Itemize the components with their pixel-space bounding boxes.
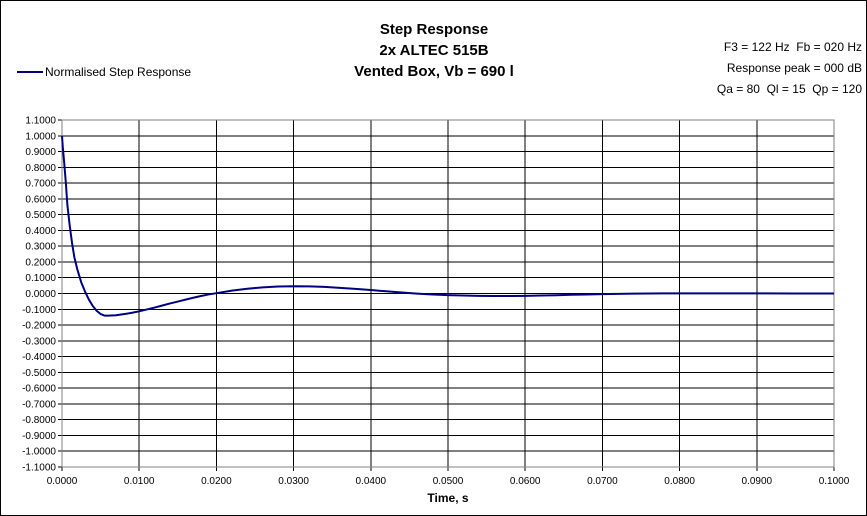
series-line-0	[61, 135, 834, 317]
y-tick-label: 1.1000	[25, 116, 56, 127]
y-tick-label: -0.2000	[22, 321, 56, 332]
y-tick-label: 0.0000	[25, 289, 56, 300]
y-tick-label: -0.7000	[22, 399, 56, 410]
x-tick-label: 0.1000	[819, 476, 850, 487]
y-tick-label: 0.3000	[25, 242, 56, 253]
y-tick-label: -0.9000	[22, 431, 56, 442]
y-tick-label: 0.5000	[25, 210, 56, 221]
x-tick-label: 0.0300	[278, 476, 309, 487]
y-tick-label: -0.5000	[22, 368, 56, 379]
x-tick-label: 0.0400	[356, 476, 387, 487]
x-tick-label: 0.0000	[47, 476, 78, 487]
y-tick-label: -1.1000	[22, 463, 56, 474]
legend-swatch	[17, 71, 43, 73]
x-tick-label: 0.0900	[742, 476, 773, 487]
y-tick-label: 0.4000	[25, 226, 56, 237]
chart-subtitle-driver: 2x ALTEC 515B	[379, 42, 489, 59]
y-tick-label: -0.4000	[22, 352, 56, 363]
y-tick-label: -0.3000	[22, 336, 56, 347]
x-tick-label: 0.0800	[664, 476, 695, 487]
x-tick-label: 0.0100	[124, 476, 155, 487]
x-tick-label: 0.0500	[433, 476, 464, 487]
y-tick-label: 1.0000	[25, 131, 56, 142]
y-tick-label: -0.6000	[22, 384, 56, 395]
info-frequency-line: F3 = 122 Hz Fb = 020 Hz	[723, 40, 862, 54]
y-tick-label: -0.8000	[22, 415, 56, 426]
chart-title: Step Response	[379, 21, 489, 38]
chart-subtitle-box: Vented Box, Vb = 690 l	[354, 63, 514, 80]
x-tick-label: 0.0600	[510, 476, 541, 487]
y-tick-label: 0.6000	[25, 194, 56, 205]
y-tick-label: 0.1000	[25, 273, 56, 284]
x-axis-label: Time, s	[427, 491, 468, 505]
y-tick-label: 0.9000	[25, 147, 56, 158]
y-tick-label: 0.8000	[25, 163, 56, 174]
legend-entry-label: Normalised Step Response	[45, 65, 192, 79]
y-tick-label: -1.0000	[22, 447, 56, 458]
y-tick-label: -0.1000	[22, 305, 56, 316]
y-tick-label: 0.2000	[25, 257, 56, 268]
x-tick-label: 0.0200	[201, 476, 232, 487]
x-tick-label: 0.0700	[587, 476, 618, 487]
info-q-line: Qa = 80 Ql = 15 Qp = 120	[716, 82, 862, 96]
y-tick-label: 0.7000	[25, 179, 56, 190]
info-peak-line: Response peak = 000 dB	[726, 61, 862, 75]
